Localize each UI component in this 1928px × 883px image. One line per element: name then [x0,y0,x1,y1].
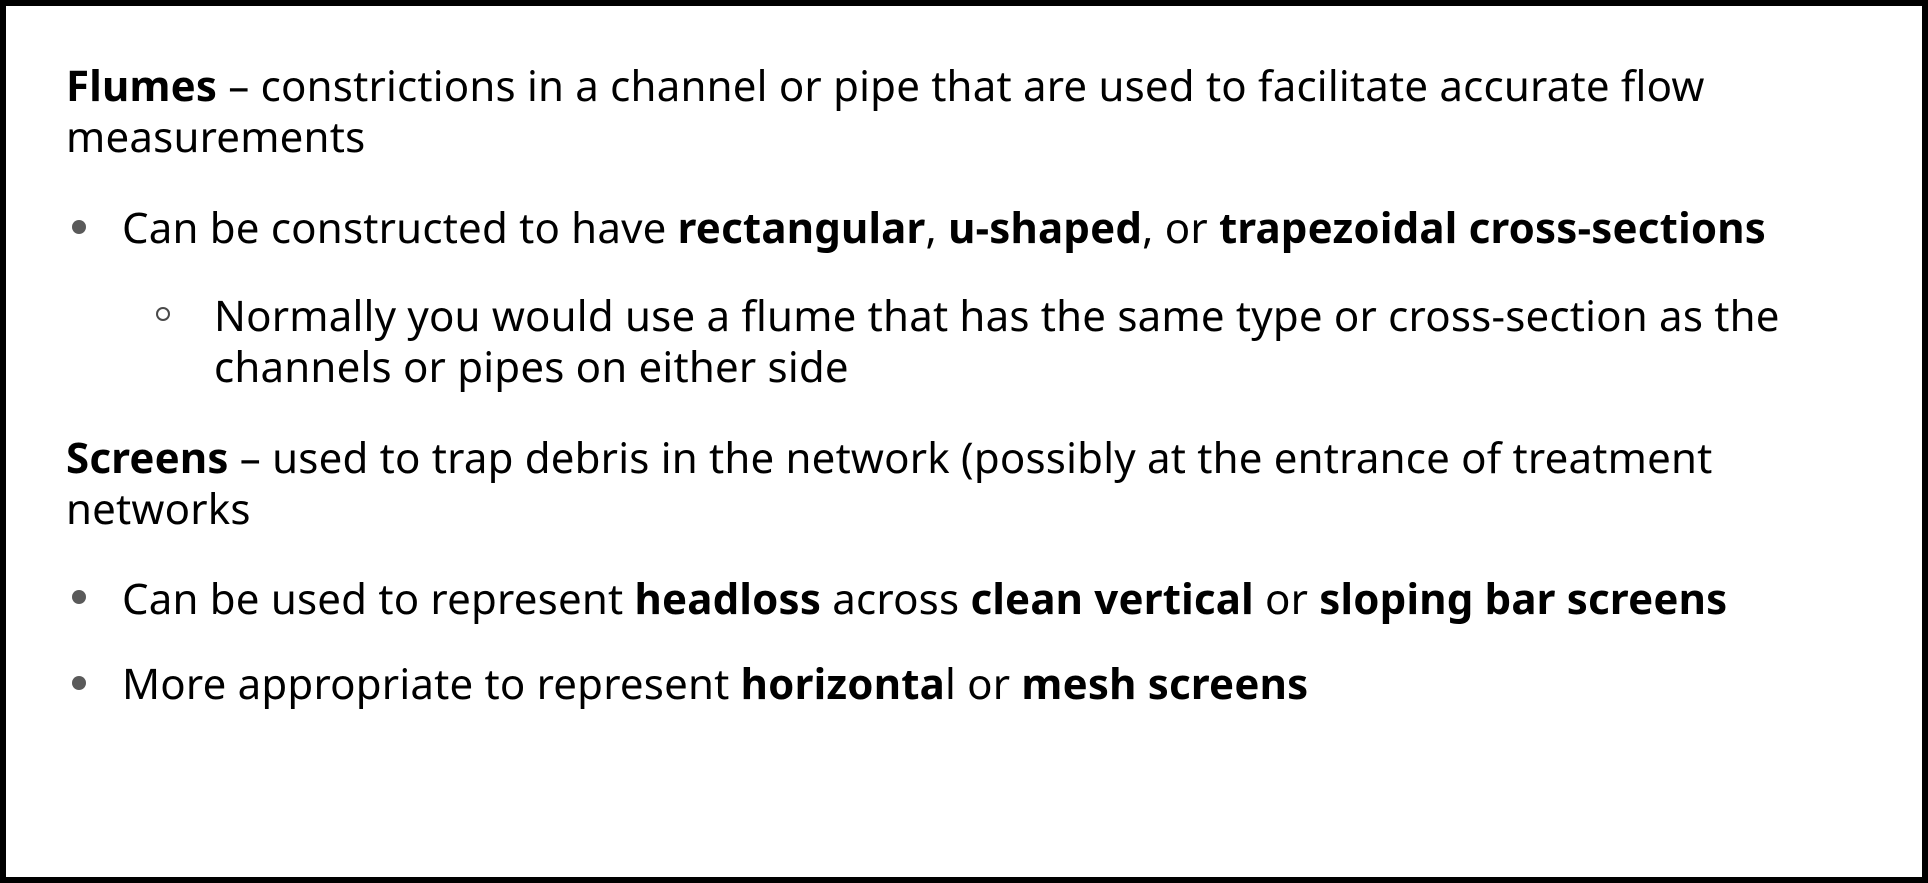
flumes-bullet1-pre: Can be constructed to have [122,199,678,256]
flumes-sub1-text: Normally you would use a flume that has … [214,287,1780,395]
dash: – [229,429,272,486]
mid: or [1254,570,1319,627]
flumes-definition-text: constrictions in a channel or pipe that … [66,57,1705,165]
list-item: More appropriate to represent horizontal… [66,658,1862,709]
list-item: Can be constructed to have rectangular , … [66,202,1862,392]
horizontal-bold: horizonta [741,655,945,712]
flumes-bullets: Can be constructed to have rectangular , … [66,202,1862,392]
screens-bullet1-pre: Can be used to represent [122,570,635,627]
mesh-screens: mesh screens [1021,655,1308,712]
screens-definition: Screens – used to trap debris in the net… [66,432,1862,534]
definitions-panel: Flumes – constrictions in a channel or p… [0,0,1928,883]
dash: – [217,57,260,114]
term-flumes: Flumes [66,57,217,114]
screens-bullet2-pre: More appropriate to represent [122,655,741,712]
flumes-sub-bullets: Normally you would use a flume that has … [122,290,1862,392]
screens-bullets: Can be used to represent headloss across… [66,573,1862,709]
trapezoidal: trapezoidal cross-sections [1219,199,1766,256]
headloss: headloss [635,570,822,627]
clean-vertical: clean vertical [970,570,1253,627]
term-screens: Screens [66,429,229,486]
horizontal-tail: l or [945,655,1021,712]
flumes-definition: Flumes – constrictions in a channel or p… [66,60,1862,162]
sloping-bar-screens: sloping bar screens [1319,570,1727,627]
screens-definition-text: used to trap debris in the network (poss… [66,429,1712,537]
rectangular: rectangular [678,199,926,256]
mid: across [821,570,970,627]
sep: , [926,199,949,256]
list-item: Normally you would use a flume that has … [122,290,1862,392]
u-shaped: u-shaped [948,199,1142,256]
sep: , or [1142,199,1219,256]
list-item: Can be used to represent headloss across… [66,573,1862,624]
